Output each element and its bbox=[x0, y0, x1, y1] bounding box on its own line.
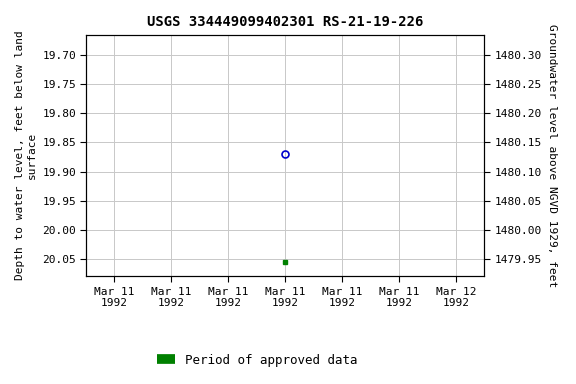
Title: USGS 334449099402301 RS-21-19-226: USGS 334449099402301 RS-21-19-226 bbox=[147, 15, 423, 29]
Legend: Period of approved data: Period of approved data bbox=[151, 349, 363, 372]
Y-axis label: Groundwater level above NGVD 1929, feet: Groundwater level above NGVD 1929, feet bbox=[547, 24, 557, 287]
Y-axis label: Depth to water level, feet below land
surface: Depth to water level, feet below land su… bbox=[15, 31, 37, 280]
